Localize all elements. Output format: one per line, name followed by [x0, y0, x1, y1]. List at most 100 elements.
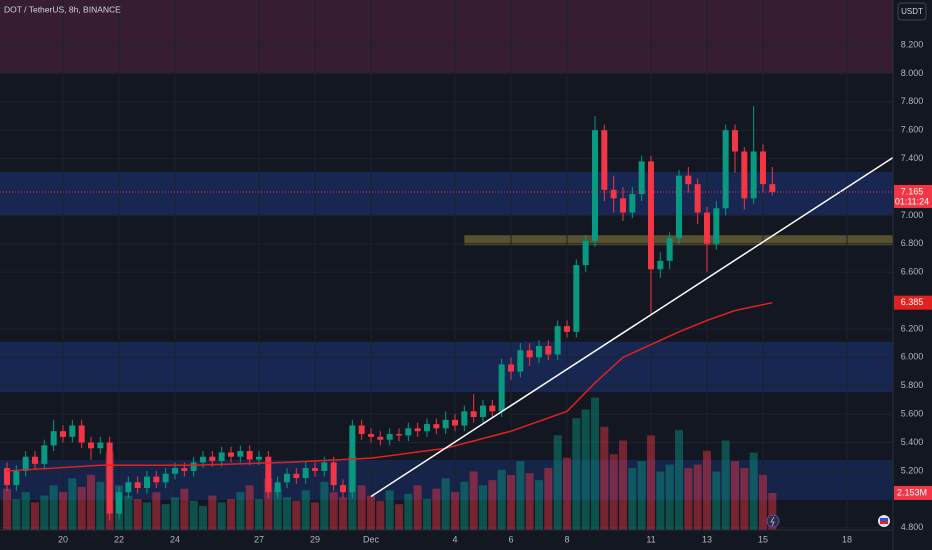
currency-button[interactable] — [897, 2, 927, 21]
candle-body — [265, 456, 272, 493]
candles — [3, 106, 776, 521]
trendline — [370, 156, 895, 498]
candle-body — [657, 260, 664, 270]
volume-bar — [338, 497, 347, 530]
candle-body — [769, 184, 776, 192]
volume-bar — [58, 492, 67, 530]
volume-bar — [665, 464, 674, 530]
volume-bar — [637, 461, 646, 530]
candle-body — [153, 476, 160, 483]
price-axis — [893, 0, 932, 550]
currency[interactable]: USDT — [901, 7, 923, 16]
volume-value-label: 2.153M — [897, 487, 927, 497]
candle-body — [489, 405, 496, 412]
volume-bar — [40, 495, 49, 530]
candle-body — [619, 198, 626, 213]
candle-body — [741, 151, 748, 199]
candle-body — [675, 175, 682, 239]
chart-title: DOT / TetherUS, 8h, BINANCE — [4, 4, 121, 14]
volume-bar — [217, 502, 226, 530]
candle-body — [629, 194, 636, 213]
x-tick-label: 15 — [758, 534, 768, 544]
candle-body — [78, 425, 85, 443]
volume-bar — [553, 435, 562, 530]
volume-value-box — [894, 485, 932, 500]
zone — [0, 341, 893, 392]
lightning — [770, 516, 775, 527]
volume-bar — [366, 495, 375, 530]
candle-body — [573, 265, 580, 332]
volume-bar — [245, 485, 254, 530]
volume-bar — [310, 502, 319, 530]
y-tick-label: 5.600 — [901, 409, 924, 419]
volume-bar — [628, 468, 637, 530]
x-tick-label: 27 — [254, 534, 264, 544]
candle-body — [759, 151, 766, 185]
volume-bar — [198, 505, 207, 530]
candle-body — [685, 175, 692, 185]
volume-bar — [432, 488, 441, 530]
candle-body — [638, 161, 645, 195]
candle-body — [433, 424, 440, 429]
volume-bar — [609, 454, 618, 530]
volume-bar — [497, 469, 506, 530]
volume-bar — [208, 495, 217, 530]
flag-stripe — [880, 521, 888, 524]
volume-bar — [730, 461, 739, 530]
candle-body — [647, 161, 654, 270]
volume-bar — [488, 480, 497, 530]
volume-bar — [357, 485, 366, 530]
volume-bar — [385, 490, 394, 530]
zone — [0, 0, 893, 74]
candle-body — [13, 470, 20, 486]
candle-body — [97, 442, 104, 449]
y-tick-label: 7.800 — [901, 96, 924, 106]
candle-body — [479, 405, 486, 417]
volume-bar — [600, 426, 609, 530]
volume-bar — [161, 504, 170, 530]
candle-body — [601, 130, 608, 190]
event-icon[interactable] — [766, 514, 780, 528]
candle-body — [283, 473, 290, 483]
volume-bar — [329, 492, 338, 530]
candle-body — [330, 462, 337, 486]
moving-average — [6, 301, 773, 472]
candle-body — [610, 189, 617, 199]
volume-bar — [581, 409, 590, 530]
volume-bar — [478, 485, 487, 530]
volume-bar — [450, 492, 459, 530]
volume-bar — [525, 473, 534, 530]
volume-pane — [2, 397, 777, 530]
candle-body — [209, 456, 216, 461]
volume-bar — [301, 490, 310, 530]
volume-bar — [404, 493, 413, 530]
candle-body — [143, 476, 150, 488]
candle-body — [554, 326, 561, 355]
volume-bar — [534, 480, 543, 530]
candle-body — [321, 462, 328, 471]
candle-body — [666, 238, 673, 261]
y-tick-label: 5.200 — [901, 465, 924, 475]
y-tick-label: 4.800 — [901, 522, 924, 532]
candle-body — [526, 350, 533, 358]
candle-body — [395, 434, 402, 436]
x-tick-label: 8 — [564, 534, 569, 544]
candle-body — [31, 456, 38, 464]
volume-bar — [68, 478, 77, 530]
candle-body — [339, 485, 346, 493]
x-tick-label: 13 — [702, 534, 712, 544]
candle-body — [171, 468, 178, 474]
volume-bar — [693, 464, 702, 530]
candle-body — [591, 130, 598, 241]
volume-bar — [712, 471, 721, 530]
volume-bar — [77, 486, 86, 530]
volume-bar — [590, 397, 599, 530]
volume-bar — [133, 499, 142, 530]
candle-body — [703, 212, 710, 244]
volume-bar — [170, 497, 179, 530]
candle-body — [246, 451, 253, 460]
last-price-box — [894, 184, 932, 208]
candle-body — [535, 345, 542, 358]
